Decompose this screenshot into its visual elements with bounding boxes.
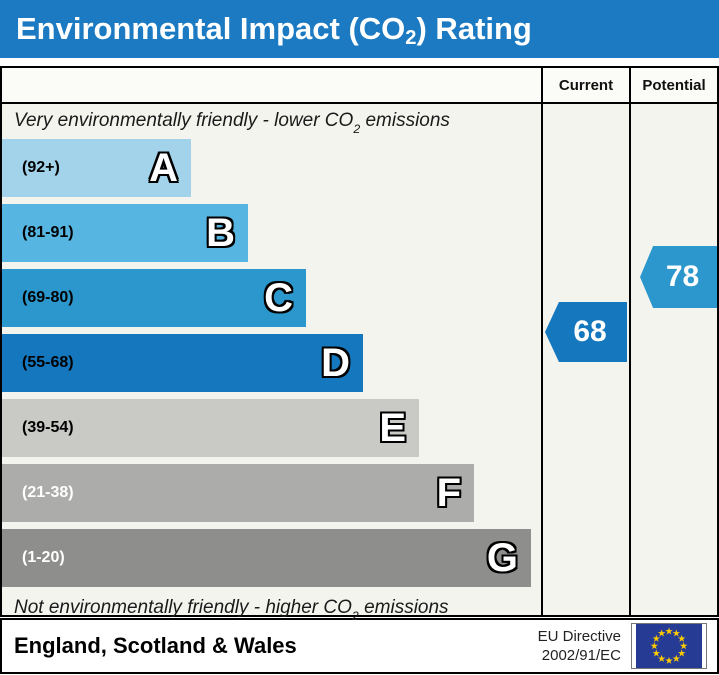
bottom-note-suffix: emissions: [358, 596, 449, 618]
current-column-header: Current: [541, 68, 629, 102]
eu-directive-line2: 2002/91/EC: [541, 647, 621, 664]
band-range-label: (55-68): [22, 354, 74, 371]
band-range-label: (69-80): [22, 289, 74, 306]
potential-column-header: Potential: [629, 68, 717, 102]
eu-directive-line1: EU Directive: [537, 627, 621, 645]
band-letter: A: [149, 146, 178, 190]
band-row-e: (39-54) E: [2, 399, 419, 457]
bottom-note-text: Not environmentally friendly - higher CO: [14, 596, 352, 618]
top-note-subscript: 2: [353, 122, 361, 137]
top-note: Very environmentally friendly - lower CO…: [2, 104, 541, 139]
band-range-label: (39-54): [22, 419, 74, 436]
top-note-suffix: emissions: [360, 109, 450, 131]
band-row-g: (1-20) G: [2, 529, 531, 587]
eu-directive-label: EU Directive 2002/91/EC: [538, 627, 621, 666]
band-row-c: (69-80) C: [2, 269, 306, 327]
band-letter: C: [264, 276, 293, 320]
chart-title-suffix: ) Rating: [416, 11, 532, 46]
eu-flag-stars: [650, 627, 688, 664]
band-letter: G: [486, 536, 518, 580]
bands-header-cell: [2, 68, 541, 102]
band-range-label: (81-91): [22, 224, 74, 241]
band-letter: B: [206, 211, 235, 255]
band-row-a: (92+) A: [2, 139, 191, 197]
top-note-text: Very environmentally friendly - lower CO: [14, 109, 354, 131]
band-letter: F: [436, 471, 461, 515]
current-rating-arrow: 68: [545, 302, 627, 362]
eu-flag-icon: [631, 623, 707, 669]
table-header-row: Current Potential: [2, 68, 717, 104]
band-letter: D: [321, 341, 350, 385]
band-letter: E: [379, 406, 406, 450]
current-rating-value: 68: [573, 315, 607, 348]
band-range-label: (92+): [22, 159, 60, 176]
current-value-cell: 68: [541, 104, 629, 615]
bottom-note-subscript: 2: [351, 609, 359, 624]
band-row-d: (55-68) D: [2, 334, 363, 392]
bands-list: (92+) A (81-91) B (69-80) C (55-68) D (39-54) E (2…: [2, 139, 541, 594]
potential-rating-value: 78: [665, 260, 700, 293]
band-range-label: (21-38): [22, 484, 74, 501]
footer-bar: England, Scotland & Wales EU Directive 2…: [0, 618, 719, 674]
rating-table: Current Potential Very environmentally f…: [0, 66, 719, 623]
chart-title: Environmental Impact (CO2) Rating: [16, 11, 532, 50]
table-body-row: Very environmentally friendly - lower CO…: [2, 104, 717, 623]
band-row-b: (81-91) B: [2, 204, 248, 262]
potential-value-cell: 78: [629, 104, 717, 615]
chart-title-bar: Environmental Impact (CO2) Rating: [0, 0, 719, 58]
potential-rating-arrow: 78: [640, 246, 717, 308]
chart-title-subscript: 2: [405, 27, 417, 50]
bands-area: Very environmentally friendly - lower CO…: [2, 104, 541, 623]
chart-title-text: Environmental Impact (CO: [16, 11, 406, 46]
bottom-note: Not environmentally friendly - higher CO…: [2, 594, 541, 624]
band-row-f: (21-38) F: [2, 464, 474, 522]
band-range-label: (1-20): [22, 549, 65, 566]
region-label: England, Scotland & Wales: [14, 633, 297, 658]
